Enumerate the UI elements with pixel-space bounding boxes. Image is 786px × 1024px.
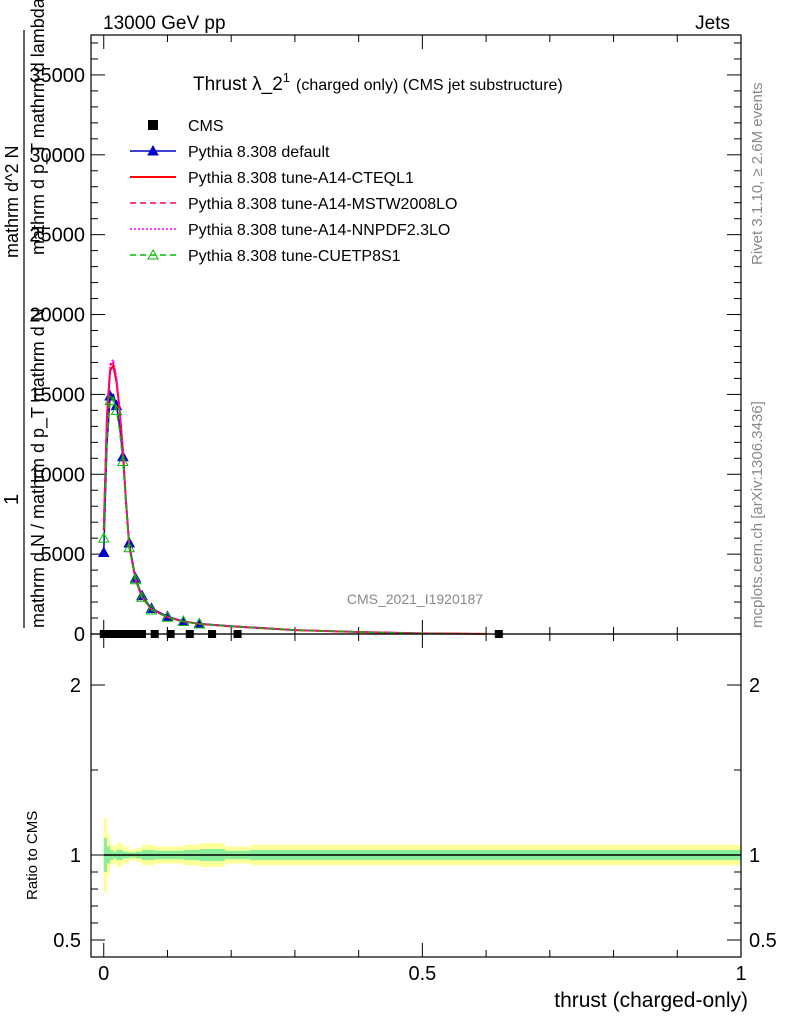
series-marker [97, 532, 110, 543]
legend-marker [148, 120, 158, 130]
ratio-tick-label-right: 2 [749, 675, 760, 697]
category-label: Jets [695, 13, 730, 34]
y-tick-label: 20000 [29, 305, 85, 327]
legend-label: Pythia 8.308 tune-A14-CTEQL1 [188, 170, 414, 187]
y-tick-label: 0 [74, 624, 85, 646]
ratio-frame [90, 633, 742, 958]
ratio-tick-label-right: 1 [749, 845, 760, 867]
series-marker [104, 394, 116, 406]
y-tick-label: 15000 [29, 384, 85, 406]
series-marker [117, 455, 129, 466]
series-marker [123, 541, 136, 553]
y-axis-label: 1 mathrm d N / mathrm d p_T mathrm d N m… [1, 0, 49, 628]
ratio-tick-label: 0.5 [53, 930, 81, 952]
legend-marker [147, 248, 159, 260]
y-tick-label: 30000 [29, 145, 85, 167]
ratio-y-label: Ratio to CMS [24, 811, 41, 900]
series-marker [145, 604, 158, 615]
x-axis-label: thrust (charged-only) [554, 989, 748, 1012]
y-tick-label: 10000 [29, 464, 85, 486]
x-tick-label: 1 [735, 963, 746, 985]
site-label: mcplots.cern.ch [arXiv:1306.3436] [749, 401, 766, 628]
legend-marker [147, 144, 159, 156]
ylabel-numerator: 1 [1, 494, 23, 505]
ylabel-dpt: mathrm d p_T mathrm d lambda [28, 0, 49, 255]
x-tick-label: 0.5 [408, 963, 436, 985]
series-line [102, 396, 487, 635]
series-marker [177, 615, 190, 627]
ylabel-denominator: mathrm d N / mathrm d p_T mathrm d N [28, 308, 49, 628]
ratio-panel: 0 0.5 10.5 0.51 12 2 [53, 633, 777, 985]
legend-label: Pythia 8.308 default [188, 144, 330, 161]
legend-label: Pythia 8.308 tune-A14-NNPDF2.3LO [188, 222, 450, 239]
ratio-tick-label: 1 [70, 845, 81, 867]
legend: CMS Pythia 8.308 default Pythia 8.308 tune… [130, 118, 457, 265]
ratio-tick-label: 2 [70, 675, 81, 697]
series-marker [193, 617, 206, 629]
y-tick-label: 35000 [29, 65, 85, 87]
watermark: CMS_2021_I1920187 [347, 591, 483, 607]
x-tick-label: 0 [98, 963, 109, 985]
ylabel-d2n: mathrm d^2 N [2, 146, 22, 258]
series-marker [161, 611, 174, 622]
chart-title-sup: 1 [283, 70, 290, 85]
ratio-tick-label-right: 0.5 [749, 930, 777, 952]
y-tick-label: 5000 [41, 544, 86, 566]
series-marker [97, 546, 110, 558]
legend-label: Pythia 8.308 tune-A14-MSTW2008LO [188, 196, 457, 213]
series-marker [129, 573, 142, 585]
series-marker [110, 404, 123, 415]
rivet-label: Rivet 3.1.10, ≥ 2.6M events [749, 83, 766, 266]
energy-label: 13000 GeV pp [103, 13, 226, 34]
legend-label: Pythia 8.308 tune-CUETP8S1 [188, 248, 401, 265]
series-marker [136, 591, 148, 602]
y-tick-label: 25000 [29, 225, 85, 247]
chart-title-main: Thrust λ_2 [193, 74, 283, 95]
chart-title: Thrust λ_21 (charged only) (CMS jet subst… [193, 70, 563, 95]
chart-subtitle: (charged only) (CMS jet substructure) [296, 77, 563, 94]
legend-label: CMS [188, 118, 224, 135]
